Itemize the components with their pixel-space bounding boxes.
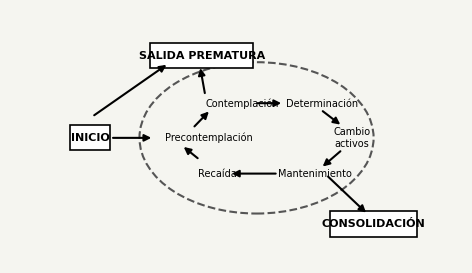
FancyBboxPatch shape [329, 211, 417, 237]
FancyBboxPatch shape [151, 43, 253, 69]
Text: Contemplación: Contemplación [205, 99, 279, 109]
Text: Determinación: Determinación [286, 99, 358, 109]
Text: Recaída: Recaída [198, 169, 237, 179]
Text: Precontemplación: Precontemplación [165, 133, 253, 143]
FancyBboxPatch shape [70, 125, 110, 150]
Text: Cambio
activos: Cambio activos [333, 127, 370, 149]
Text: CONSOLIDACIÓN: CONSOLIDACIÓN [322, 219, 425, 229]
Text: INICIO: INICIO [71, 133, 110, 143]
Text: Mantenimiento: Mantenimiento [278, 169, 353, 179]
Text: SALIDA PREMATURA: SALIDA PREMATURA [139, 51, 265, 61]
